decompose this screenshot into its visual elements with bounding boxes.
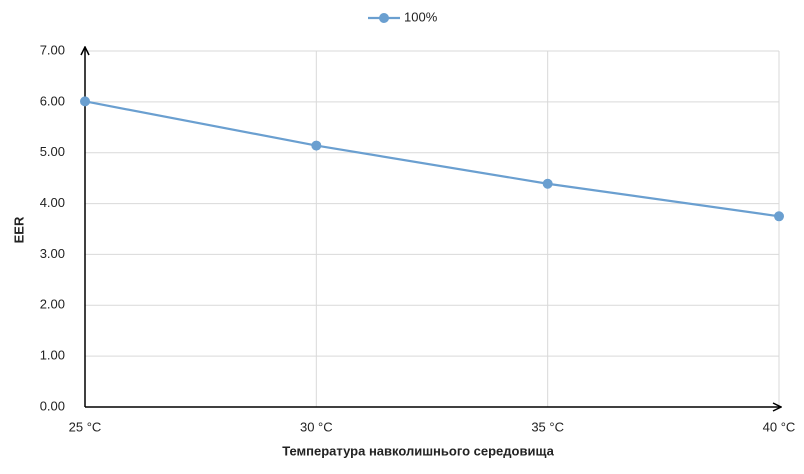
x-tick-label: 35 °C bbox=[531, 419, 564, 434]
y-axis-label: EER bbox=[11, 216, 26, 243]
data-point bbox=[80, 96, 90, 107]
series-line bbox=[84, 100, 780, 218]
y-tick-label: 6.00 bbox=[40, 93, 65, 108]
x-tick-label: 30 °C bbox=[300, 419, 333, 434]
y-tick-label: 3.00 bbox=[40, 246, 65, 261]
data-point bbox=[774, 211, 784, 222]
x-axis-label: Температура навколишнього середовища bbox=[282, 443, 554, 458]
y-tick-label: 7.00 bbox=[40, 42, 65, 57]
x-tick-label: 25 °C bbox=[69, 419, 102, 434]
legend-marker bbox=[379, 13, 389, 23]
y-tick-label: 0.00 bbox=[40, 398, 65, 413]
grid bbox=[84, 50, 780, 408]
y-tick-label: 5.00 bbox=[40, 144, 65, 159]
y-tick-label: 4.00 bbox=[40, 195, 65, 210]
y-tick-label: 1.00 bbox=[40, 348, 65, 363]
data-point bbox=[542, 178, 553, 189]
x-tick-label: 40 °C bbox=[763, 419, 796, 434]
legend-label: 100% bbox=[404, 9, 438, 24]
data-point bbox=[311, 140, 322, 151]
y-tick-label: 2.00 bbox=[40, 297, 65, 312]
